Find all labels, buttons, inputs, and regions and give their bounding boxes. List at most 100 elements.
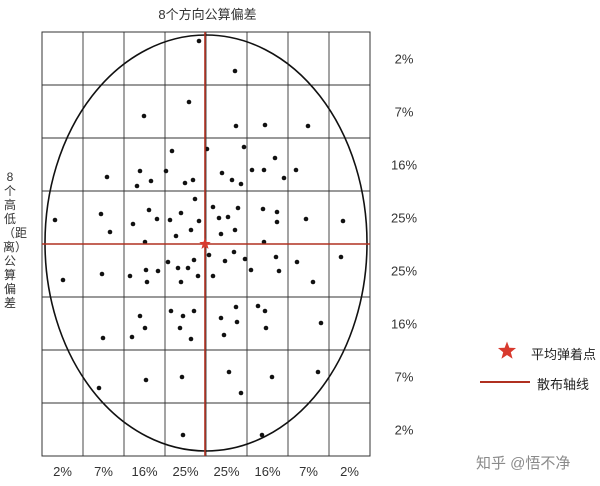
impact-dot bbox=[137, 168, 143, 174]
direction-deviation-title: 8个方向公算偏差 bbox=[158, 7, 257, 22]
impact-dot bbox=[233, 304, 239, 310]
legend-mean-point-label: 平均弹着点 bbox=[531, 347, 597, 362]
column-percent-label: 7% bbox=[299, 464, 318, 479]
impact-dot bbox=[179, 374, 185, 380]
impact-dot bbox=[232, 227, 238, 233]
impact-dot bbox=[175, 265, 181, 271]
impact-dot bbox=[274, 219, 280, 225]
impact-dot bbox=[221, 332, 227, 338]
impact-dot bbox=[274, 209, 280, 215]
impact-dot bbox=[222, 258, 228, 264]
impact-dot bbox=[260, 206, 266, 212]
row-percent-label: 2% bbox=[395, 52, 414, 67]
impact-dot bbox=[233, 123, 239, 129]
row-percent-label: 25% bbox=[391, 211, 417, 226]
row-percent-label: 7% bbox=[395, 105, 414, 120]
impact-dot bbox=[234, 319, 240, 325]
impact-dot bbox=[340, 218, 346, 224]
impact-dot bbox=[96, 385, 102, 391]
impact-dot bbox=[210, 204, 216, 210]
impact-dot bbox=[165, 259, 171, 265]
column-percent-label: 16% bbox=[131, 464, 157, 479]
impact-dot bbox=[281, 175, 287, 181]
impact-dot bbox=[180, 432, 186, 438]
impact-dot bbox=[303, 216, 309, 222]
impact-dot bbox=[190, 177, 196, 183]
impact-dot bbox=[163, 168, 169, 174]
column-percent-label: 2% bbox=[340, 464, 359, 479]
impact-dot bbox=[229, 177, 235, 183]
impact-dot bbox=[262, 122, 268, 128]
row-percent-label: 7% bbox=[395, 370, 414, 385]
impact-dot bbox=[178, 210, 184, 216]
impact-dot bbox=[134, 183, 140, 189]
impact-dot bbox=[173, 233, 179, 239]
impact-dot bbox=[127, 273, 133, 279]
column-percent-label: 2% bbox=[53, 464, 72, 479]
impact-dot bbox=[168, 308, 174, 314]
impact-dot bbox=[276, 268, 282, 274]
impact-dot bbox=[294, 259, 300, 265]
impact-dot bbox=[155, 268, 161, 274]
impact-dot bbox=[263, 325, 269, 331]
impact-dot bbox=[261, 167, 267, 173]
impact-dot bbox=[262, 308, 268, 314]
impact-dot bbox=[248, 267, 254, 273]
impact-dot bbox=[188, 336, 194, 342]
row-percent-label: 2% bbox=[395, 423, 414, 438]
row-percent-label: 25% bbox=[391, 264, 417, 279]
impact-dot bbox=[192, 196, 198, 202]
impact-dot bbox=[143, 377, 149, 383]
impact-dot bbox=[167, 217, 173, 223]
impact-dot bbox=[210, 273, 216, 279]
impact-points bbox=[52, 38, 346, 438]
column-percent-label: 7% bbox=[94, 464, 113, 479]
impact-dot bbox=[52, 217, 58, 223]
impact-dot bbox=[188, 227, 194, 233]
impact-dot bbox=[235, 205, 241, 211]
impact-dot bbox=[219, 170, 225, 176]
impact-dot bbox=[259, 432, 265, 438]
watermark: 知乎 @悟不净 bbox=[476, 455, 571, 472]
impact-dot bbox=[232, 68, 238, 74]
impact-dot bbox=[98, 211, 104, 217]
impact-dot bbox=[196, 218, 202, 224]
impact-dot bbox=[226, 369, 232, 375]
impact-dot bbox=[100, 335, 106, 341]
impact-dot bbox=[241, 144, 247, 150]
impact-dot bbox=[186, 99, 192, 105]
impact-dot bbox=[269, 374, 275, 380]
impact-dot bbox=[261, 239, 267, 245]
impact-dot bbox=[182, 180, 188, 186]
impact-dot bbox=[148, 178, 154, 184]
impact-dot bbox=[218, 315, 224, 321]
impact-dot bbox=[154, 216, 160, 222]
impact-dot bbox=[315, 369, 321, 375]
impact-dot bbox=[178, 279, 184, 285]
column-percent-label: 25% bbox=[172, 464, 198, 479]
mean-impact-point-star bbox=[199, 238, 211, 249]
impact-dot bbox=[142, 325, 148, 331]
impact-dot bbox=[318, 320, 324, 326]
impact-dot bbox=[177, 325, 183, 331]
impact-dot bbox=[218, 231, 224, 237]
impact-dot bbox=[169, 148, 175, 154]
percent-labels: 2% 7% 16% 25% 25% 16% 7% 2% 2% 7% 16% 25% 25% 16% 7% 2% bbox=[53, 52, 417, 480]
impact-dot bbox=[225, 214, 231, 220]
impact-dot bbox=[238, 390, 244, 396]
impact-dot bbox=[137, 313, 143, 319]
impact-dot bbox=[196, 38, 202, 44]
impact-dot bbox=[180, 313, 186, 319]
impact-dot bbox=[141, 113, 147, 119]
impact-dot bbox=[242, 256, 248, 262]
impact-dot bbox=[144, 279, 150, 285]
impact-dot bbox=[143, 267, 149, 273]
impact-dot bbox=[338, 254, 344, 260]
impact-dot bbox=[206, 252, 212, 258]
impact-dot bbox=[129, 334, 135, 340]
impact-dot bbox=[195, 273, 201, 279]
impact-dot bbox=[293, 167, 299, 173]
impact-dot bbox=[107, 229, 113, 235]
dispersion-ellipse bbox=[44, 34, 368, 452]
impact-dot bbox=[104, 174, 110, 180]
